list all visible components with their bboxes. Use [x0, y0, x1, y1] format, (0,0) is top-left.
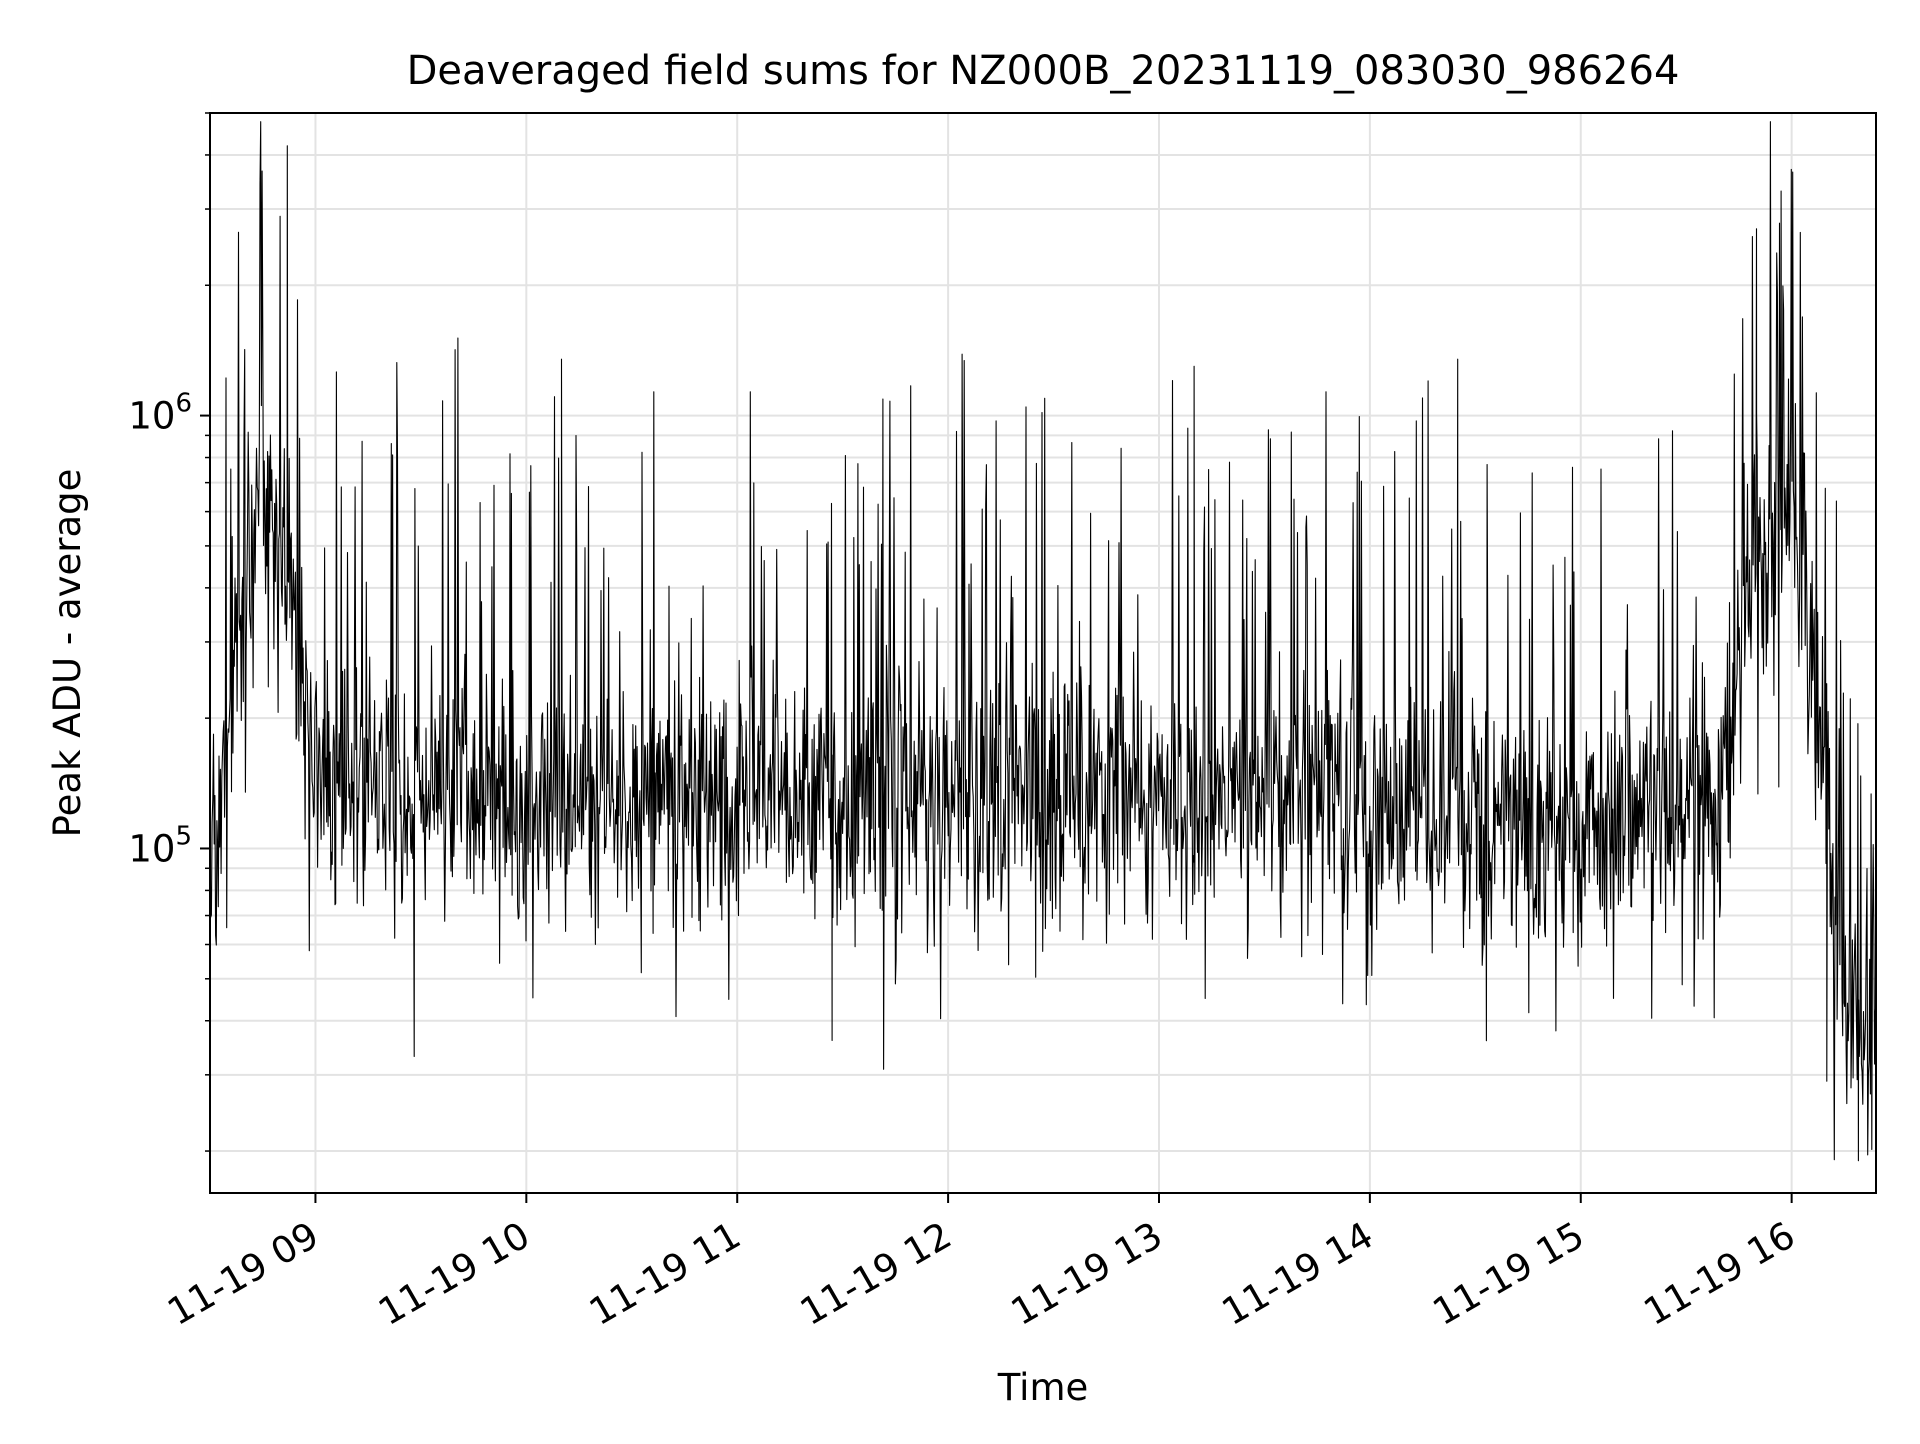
y-axis-ticks: 105 106: [128, 112, 210, 1152]
plot-frame: [209, 112, 1877, 1194]
x-tick-label: 11-19 10: [371, 1214, 537, 1334]
x-tick-label: 11-19 09: [160, 1214, 326, 1334]
x-tick-label: 11-19 11: [582, 1214, 748, 1334]
x-tick-label: 11-19 14: [1215, 1214, 1381, 1334]
chart-title: Deaveraged field sums for NZ000B_2023111…: [407, 48, 1680, 94]
x-tick-label: 11-19 16: [1637, 1214, 1803, 1334]
x-tick-label: 11-19 13: [1004, 1214, 1170, 1334]
series-line: [209, 121, 1877, 1162]
y-axis-label: Peak ADU - average: [46, 469, 89, 838]
y-tick-label: 106: [128, 389, 192, 438]
x-tick-label: 11-19 15: [1426, 1214, 1592, 1334]
series-layer: [209, 121, 1877, 1162]
x-axis-ticks: 11-19 09 11-19 10 11-19 11 11-19 12 11-19 13…: [160, 1193, 1802, 1334]
x-tick-label: 11-19 12: [793, 1214, 959, 1334]
y-tick-label: 105: [128, 821, 192, 870]
x-axis-label: Time: [997, 1366, 1089, 1409]
